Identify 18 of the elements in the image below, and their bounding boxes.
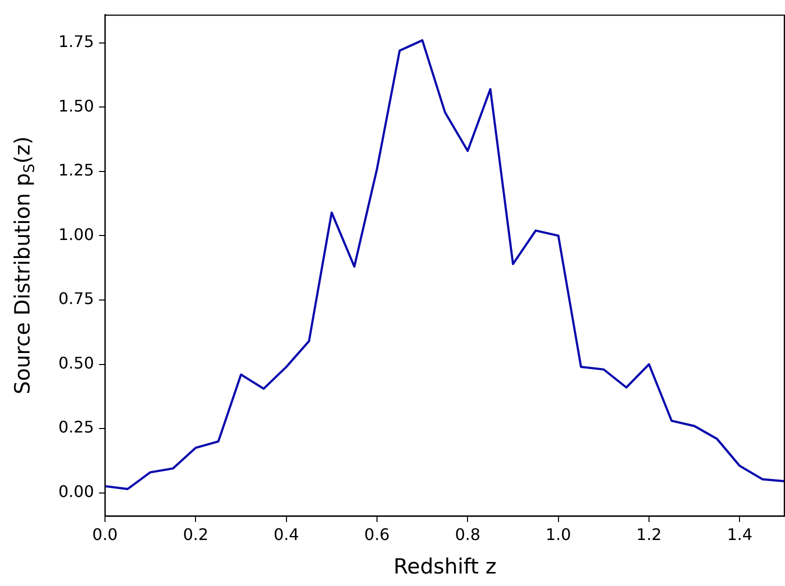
y-tick-label: 1.25 [58,160,94,180]
y-tick-label: 1.00 [58,224,94,244]
y-axis-title: Source Distribution pS(z) [10,136,38,394]
y-tick-label: 0.50 [58,353,94,372]
x-tick-label: 0.2 [182,524,208,544]
x-tick-label: 1.0 [546,524,572,544]
x-tick-label: 0.0 [92,524,118,544]
y-tick-label: 1.50 [58,96,94,116]
x-tick-label: 1.4 [726,524,752,544]
x-tick-label: 0.4 [274,524,300,544]
y-tick-label: 0.00 [58,482,94,502]
x-tick-label: 0.8 [454,524,480,544]
y-tick-label: 0.75 [58,289,94,308]
x-axis-title: Redshift z [394,554,496,578]
y-tick-label: 1.75 [58,32,94,52]
x-tick-label: 0.6 [364,524,390,544]
x-tick-label: 1.2 [636,524,662,544]
y-tick-label: 0.25 [58,418,94,437]
